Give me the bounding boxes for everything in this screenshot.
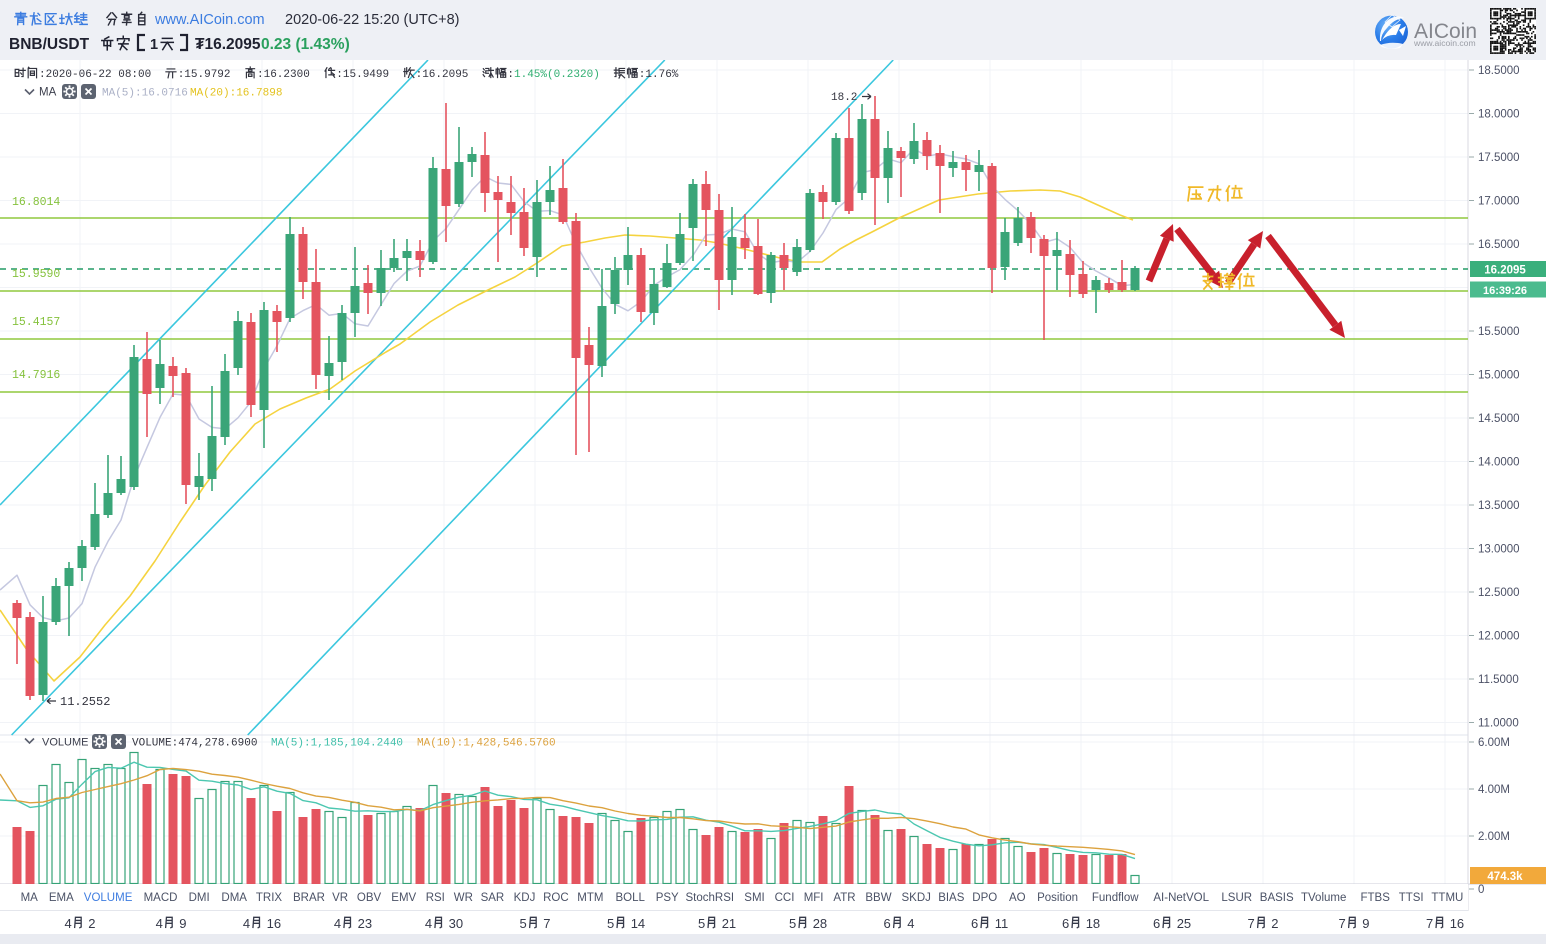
svg-text:9: 9	[179, 916, 186, 931]
svg-text:www.aicoin.com: www.aicoin.com	[1413, 38, 1476, 48]
svg-text:2: 2	[88, 916, 95, 931]
svg-text::: :	[507, 69, 514, 81]
svg-text:16.8014: 16.8014	[12, 196, 60, 209]
svg-text:MA(5):1,185,104.2440: MA(5):1,185,104.2440	[271, 738, 403, 750]
svg-text:4: 4	[243, 916, 250, 931]
svg-text:VOLUME:474,278.6900: VOLUME:474,278.6900	[132, 738, 257, 750]
svg-text:5: 5	[520, 916, 527, 931]
svg-text:12.5000: 12.5000	[1478, 587, 1520, 599]
svg-text:11.0000: 11.0000	[1478, 718, 1519, 730]
svg-text:16:39:26: 16:39:26	[1483, 285, 1527, 297]
svg-text:7: 7	[1339, 916, 1346, 931]
svg-text:16.5000: 16.5000	[1478, 239, 1520, 251]
svg-text::15.9499: :15.9499	[336, 69, 389, 81]
svg-text:MA(5):16.0716: MA(5):16.0716	[102, 88, 188, 100]
svg-text:16: 16	[1450, 916, 1464, 931]
svg-text::15.9792: :15.9792	[178, 69, 231, 81]
svg-text:VOLUME: VOLUME	[42, 737, 88, 749]
svg-text:11.5000: 11.5000	[1478, 674, 1519, 686]
svg-text:15.4157: 15.4157	[12, 316, 60, 329]
svg-text:BNB/USDT: BNB/USDT	[9, 36, 90, 53]
svg-text:MA(20):16.7898: MA(20):16.7898	[190, 88, 282, 100]
svg-text:16.2095: 16.2095	[1484, 265, 1526, 277]
svg-text:0: 0	[1478, 884, 1484, 896]
svg-text:5: 5	[607, 916, 614, 931]
svg-text:4: 4	[907, 916, 914, 931]
svg-text:6: 6	[1062, 916, 1069, 931]
svg-text:15.0000: 15.0000	[1478, 370, 1520, 382]
svg-text:5: 5	[789, 916, 796, 931]
svg-text:7: 7	[1248, 916, 1255, 931]
svg-text:474.3k: 474.3k	[1487, 871, 1523, 883]
svg-text:17.0000: 17.0000	[1478, 196, 1520, 208]
svg-text::1.76%: :1.76%	[639, 69, 679, 81]
svg-text:₮16.2095: ₮16.2095	[195, 36, 261, 53]
svg-text:6: 6	[971, 916, 978, 931]
svg-text:6: 6	[884, 916, 891, 931]
svg-text:30: 30	[449, 916, 463, 931]
svg-text:MA(10):1,428,546.5760: MA(10):1,428,546.5760	[417, 738, 556, 750]
svg-text:14: 14	[631, 916, 645, 931]
svg-text:13.5000: 13.5000	[1478, 500, 1520, 512]
svg-text:4: 4	[65, 916, 72, 931]
svg-text:7: 7	[543, 916, 550, 931]
svg-text:14.0000: 14.0000	[1478, 457, 1520, 469]
svg-text:15.5000: 15.5000	[1478, 326, 1520, 338]
svg-text:5: 5	[698, 916, 705, 931]
svg-text::2020-06-22 08:00: :2020-06-22 08:00	[39, 69, 151, 81]
svg-text:11.2552: 11.2552	[60, 695, 110, 709]
svg-text:www.AICoin.com: www.AICoin.com	[154, 12, 265, 28]
svg-text:21: 21	[722, 916, 736, 931]
svg-text:AICoin: AICoin	[1414, 20, 1477, 43]
svg-text:4: 4	[156, 916, 163, 931]
svg-text:13.0000: 13.0000	[1478, 544, 1520, 556]
svg-text:14.5000: 14.5000	[1478, 413, 1520, 425]
svg-text:28: 28	[813, 916, 827, 931]
svg-text:23: 23	[358, 916, 372, 931]
svg-text:12.0000: 12.0000	[1478, 631, 1520, 643]
svg-text:1.45%(0.2320): 1.45%(0.2320)	[514, 69, 600, 81]
svg-text:2020-06-22 15:20 (UTC+8): 2020-06-22 15:20 (UTC+8)	[285, 12, 460, 28]
svg-text:4: 4	[425, 916, 432, 931]
svg-text:15.9590: 15.9590	[12, 268, 60, 281]
svg-text:6.00M: 6.00M	[1478, 737, 1510, 749]
svg-text:6: 6	[1153, 916, 1160, 931]
svg-text:18: 18	[1086, 916, 1100, 931]
svg-text:11: 11	[995, 916, 1009, 931]
svg-text::16.2300: :16.2300	[257, 69, 310, 81]
svg-text:25: 25	[1177, 916, 1191, 931]
svg-text:1: 1	[150, 37, 158, 53]
svg-text:18.2: 18.2	[831, 92, 857, 104]
svg-text:4: 4	[334, 916, 341, 931]
svg-text:7: 7	[1426, 916, 1433, 931]
svg-text:MA: MA	[39, 87, 57, 99]
svg-text:18.5000: 18.5000	[1478, 65, 1520, 77]
svg-text:17.5000: 17.5000	[1478, 152, 1520, 164]
svg-text:4.00M: 4.00M	[1478, 784, 1510, 796]
svg-text:14.7916: 14.7916	[12, 369, 60, 382]
svg-text:9: 9	[1362, 916, 1369, 931]
svg-text:18.0000: 18.0000	[1478, 109, 1520, 121]
svg-text:2: 2	[1271, 916, 1278, 931]
svg-text::16.2095: :16.2095	[416, 69, 469, 81]
svg-text:0.23 (1.43%): 0.23 (1.43%)	[261, 36, 350, 53]
svg-text:2.00M: 2.00M	[1478, 831, 1510, 843]
svg-text:16: 16	[267, 916, 281, 931]
